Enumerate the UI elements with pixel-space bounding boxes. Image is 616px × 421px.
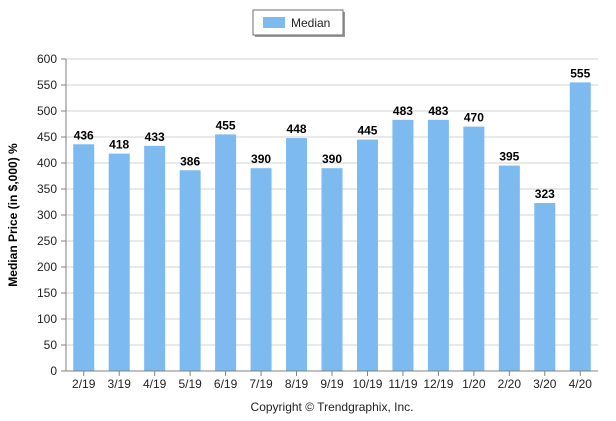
data-label-5-19: 386 [180, 154, 200, 168]
bar-2-20 [498, 165, 520, 371]
data-label-1-20: 470 [464, 111, 484, 125]
x-tick-labels: 2/19 3/19 4/19 5/19 6/19 7/19 8/19 9/19 10/19 11/… [72, 371, 592, 391]
legend-label-median: Median [291, 16, 330, 30]
x-tick-label-5-19: 5/19 [178, 377, 202, 391]
y-tick-label-300: 300 [37, 208, 57, 222]
y-tick-label-350: 350 [37, 182, 57, 196]
data-label-4-19: 433 [145, 130, 165, 144]
y-tick-label-250: 250 [37, 234, 57, 248]
bar-1-20 [463, 126, 485, 371]
bar-5-19 [179, 170, 201, 371]
x-tick-label-7-19: 7/19 [249, 377, 273, 391]
bar-9-19 [321, 168, 343, 371]
y-tick-label-150: 150 [37, 286, 57, 300]
y-tick-label-550: 550 [37, 78, 57, 92]
y-tick-label-500: 500 [37, 104, 57, 118]
y-tick-label-400: 400 [37, 156, 57, 170]
x-tick-label-6-19: 6/19 [214, 377, 238, 391]
y-tick-label-200: 200 [37, 260, 57, 274]
x-tick-label-2-19: 2/19 [72, 377, 96, 391]
bar-3-19 [108, 153, 130, 371]
x-tick-label-2-20: 2/20 [498, 377, 522, 391]
legend-swatch-median [263, 17, 285, 28]
x-tick-label-10-19: 10/19 [352, 377, 382, 391]
data-label-6-19: 455 [216, 118, 236, 132]
bars [73, 82, 591, 372]
bar-10-19 [356, 139, 378, 371]
x-tick-label-12-19: 12/19 [423, 377, 453, 391]
copyright-text: Copyright © Trendgraphix, Inc. [251, 400, 414, 414]
data-labels: 436 418 433 386 455 390 448 390 445 483 483 470 395 3… [74, 66, 591, 201]
x-tick-label-4-20: 4/20 [569, 377, 593, 391]
x-tick-label-3-19: 3/19 [108, 377, 132, 391]
bar-3-20 [534, 203, 556, 371]
y-tick-labels: 0 50 100 150 200 250 300 350 400 450 500 550 600 [37, 52, 66, 378]
bar-7-19 [250, 168, 272, 371]
y-tick-label-450: 450 [37, 130, 57, 144]
x-tick-label-11-19: 11/19 [388, 377, 417, 391]
y-tick-label-100: 100 [37, 312, 57, 326]
data-label-8-19: 448 [287, 122, 307, 136]
bar-6-19 [215, 134, 237, 371]
data-label-3-19: 418 [109, 138, 129, 152]
bar-11-19 [392, 119, 414, 371]
bar-4-20 [569, 82, 591, 372]
x-tick-label-3-20: 3/20 [533, 377, 557, 391]
data-label-12-19: 483 [428, 104, 448, 118]
data-label-11-19: 483 [393, 104, 413, 118]
x-tick-label-9-19: 9/19 [320, 377, 344, 391]
data-label-3-20: 323 [535, 187, 555, 201]
data-label-4-20: 555 [570, 66, 590, 80]
bar-8-19 [286, 138, 308, 371]
legend: Median [252, 9, 345, 37]
data-label-9-19: 390 [322, 152, 342, 166]
x-tick-label-4-19: 4/19 [143, 377, 167, 391]
y-axis-title: Median Price (in $,000) % [6, 143, 20, 287]
data-label-2-19: 436 [74, 128, 94, 142]
bar-2-19 [73, 144, 95, 371]
data-label-10-19: 445 [357, 124, 377, 138]
data-label-7-19: 390 [251, 152, 271, 166]
x-tick-label-1-20: 1/20 [462, 377, 486, 391]
y-tick-label-50: 50 [44, 338, 58, 352]
data-label-2-20: 395 [499, 150, 519, 164]
y-tick-label-600: 600 [37, 52, 57, 66]
x-tick-label-8-19: 8/19 [285, 377, 309, 391]
bar-4-19 [144, 145, 166, 371]
y-tick-label-0: 0 [50, 364, 57, 378]
bar-12-19 [427, 119, 449, 371]
